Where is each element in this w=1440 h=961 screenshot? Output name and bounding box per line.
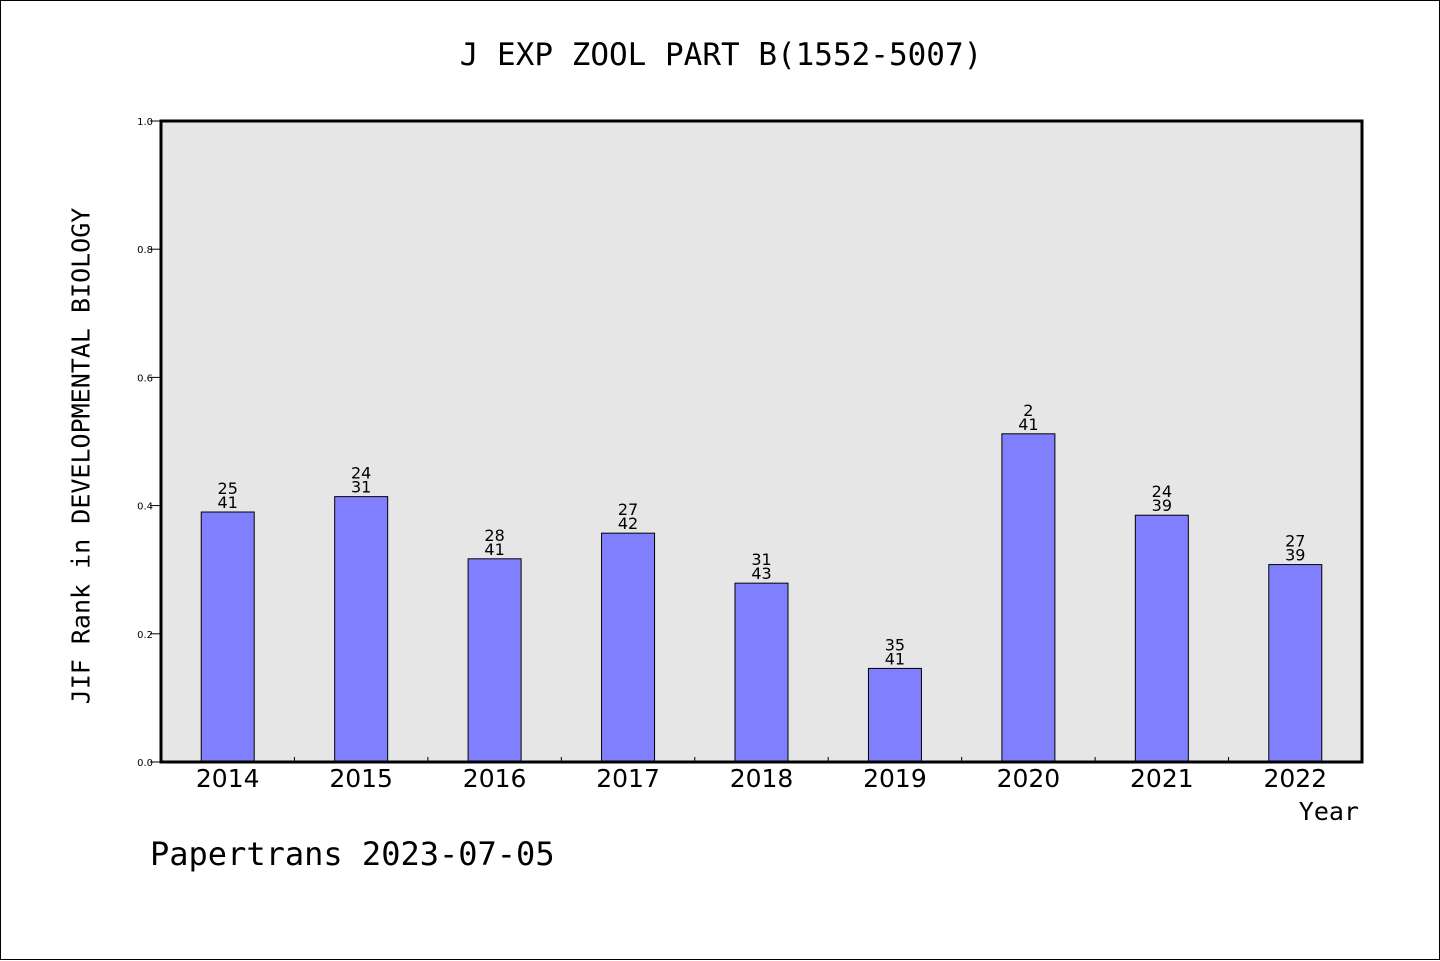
plot-border xyxy=(159,119,1364,764)
bar-total-label: 31 xyxy=(351,478,371,497)
y-tick-label: 0.4 xyxy=(137,502,153,513)
bar-total-label: 43 xyxy=(751,564,771,583)
bar-rank-label: 2 xyxy=(1023,401,1033,420)
bar-total-label: 41 xyxy=(1018,415,1038,434)
x-tick-label: 2018 xyxy=(730,764,794,793)
bar-total-label: 39 xyxy=(1285,546,1305,565)
bar-rank-label: 35 xyxy=(885,635,905,654)
bar xyxy=(1134,514,1189,763)
x-tick-label: 2022 xyxy=(1263,764,1327,793)
bar-total-label: 42 xyxy=(618,514,638,533)
bar-total-label: 41 xyxy=(484,540,504,559)
bar-rank-label: 27 xyxy=(1285,532,1305,551)
bar-total-label: 41 xyxy=(885,649,905,668)
bar xyxy=(1268,564,1323,763)
bar-total-label: 39 xyxy=(1152,496,1172,515)
bar xyxy=(734,582,789,763)
x-tick-label: 2017 xyxy=(596,764,660,793)
bar-rank-label: 31 xyxy=(751,550,771,569)
x-tick-label: 2021 xyxy=(1130,764,1194,793)
bar xyxy=(867,667,922,763)
bar-rank-label: 25 xyxy=(218,479,238,498)
x-tick-label: 2019 xyxy=(863,764,927,793)
y-tick-label: 0.0 xyxy=(137,758,153,769)
y-tick-label: 0.6 xyxy=(137,373,153,384)
x-tick-label: 2020 xyxy=(997,764,1061,793)
x-axis-label: Year xyxy=(1298,797,1359,826)
bar xyxy=(601,532,656,763)
y-tick-label: 0.8 xyxy=(137,245,153,256)
chart-title: J EXP ZOOL PART B(1552-5007) xyxy=(459,37,983,73)
bar xyxy=(200,511,255,763)
bar-rank-label: 24 xyxy=(351,464,371,483)
bar-total-label: 41 xyxy=(218,493,238,512)
bar xyxy=(334,496,389,763)
bar xyxy=(1001,433,1056,763)
x-tick-label: 2016 xyxy=(463,764,527,793)
y-tick-label: 0.2 xyxy=(137,630,153,641)
bar-rank-label: 24 xyxy=(1152,482,1172,501)
x-tick-label: 2014 xyxy=(196,764,260,793)
y-tick-label: 1.0 xyxy=(137,117,153,128)
bar-rank-label: 28 xyxy=(484,526,504,545)
footer-credit: Papertrans 2023-07-05 xyxy=(150,835,555,873)
bar-rank-label: 27 xyxy=(618,500,638,519)
bar xyxy=(467,558,522,763)
x-tick-label: 2015 xyxy=(329,764,393,793)
